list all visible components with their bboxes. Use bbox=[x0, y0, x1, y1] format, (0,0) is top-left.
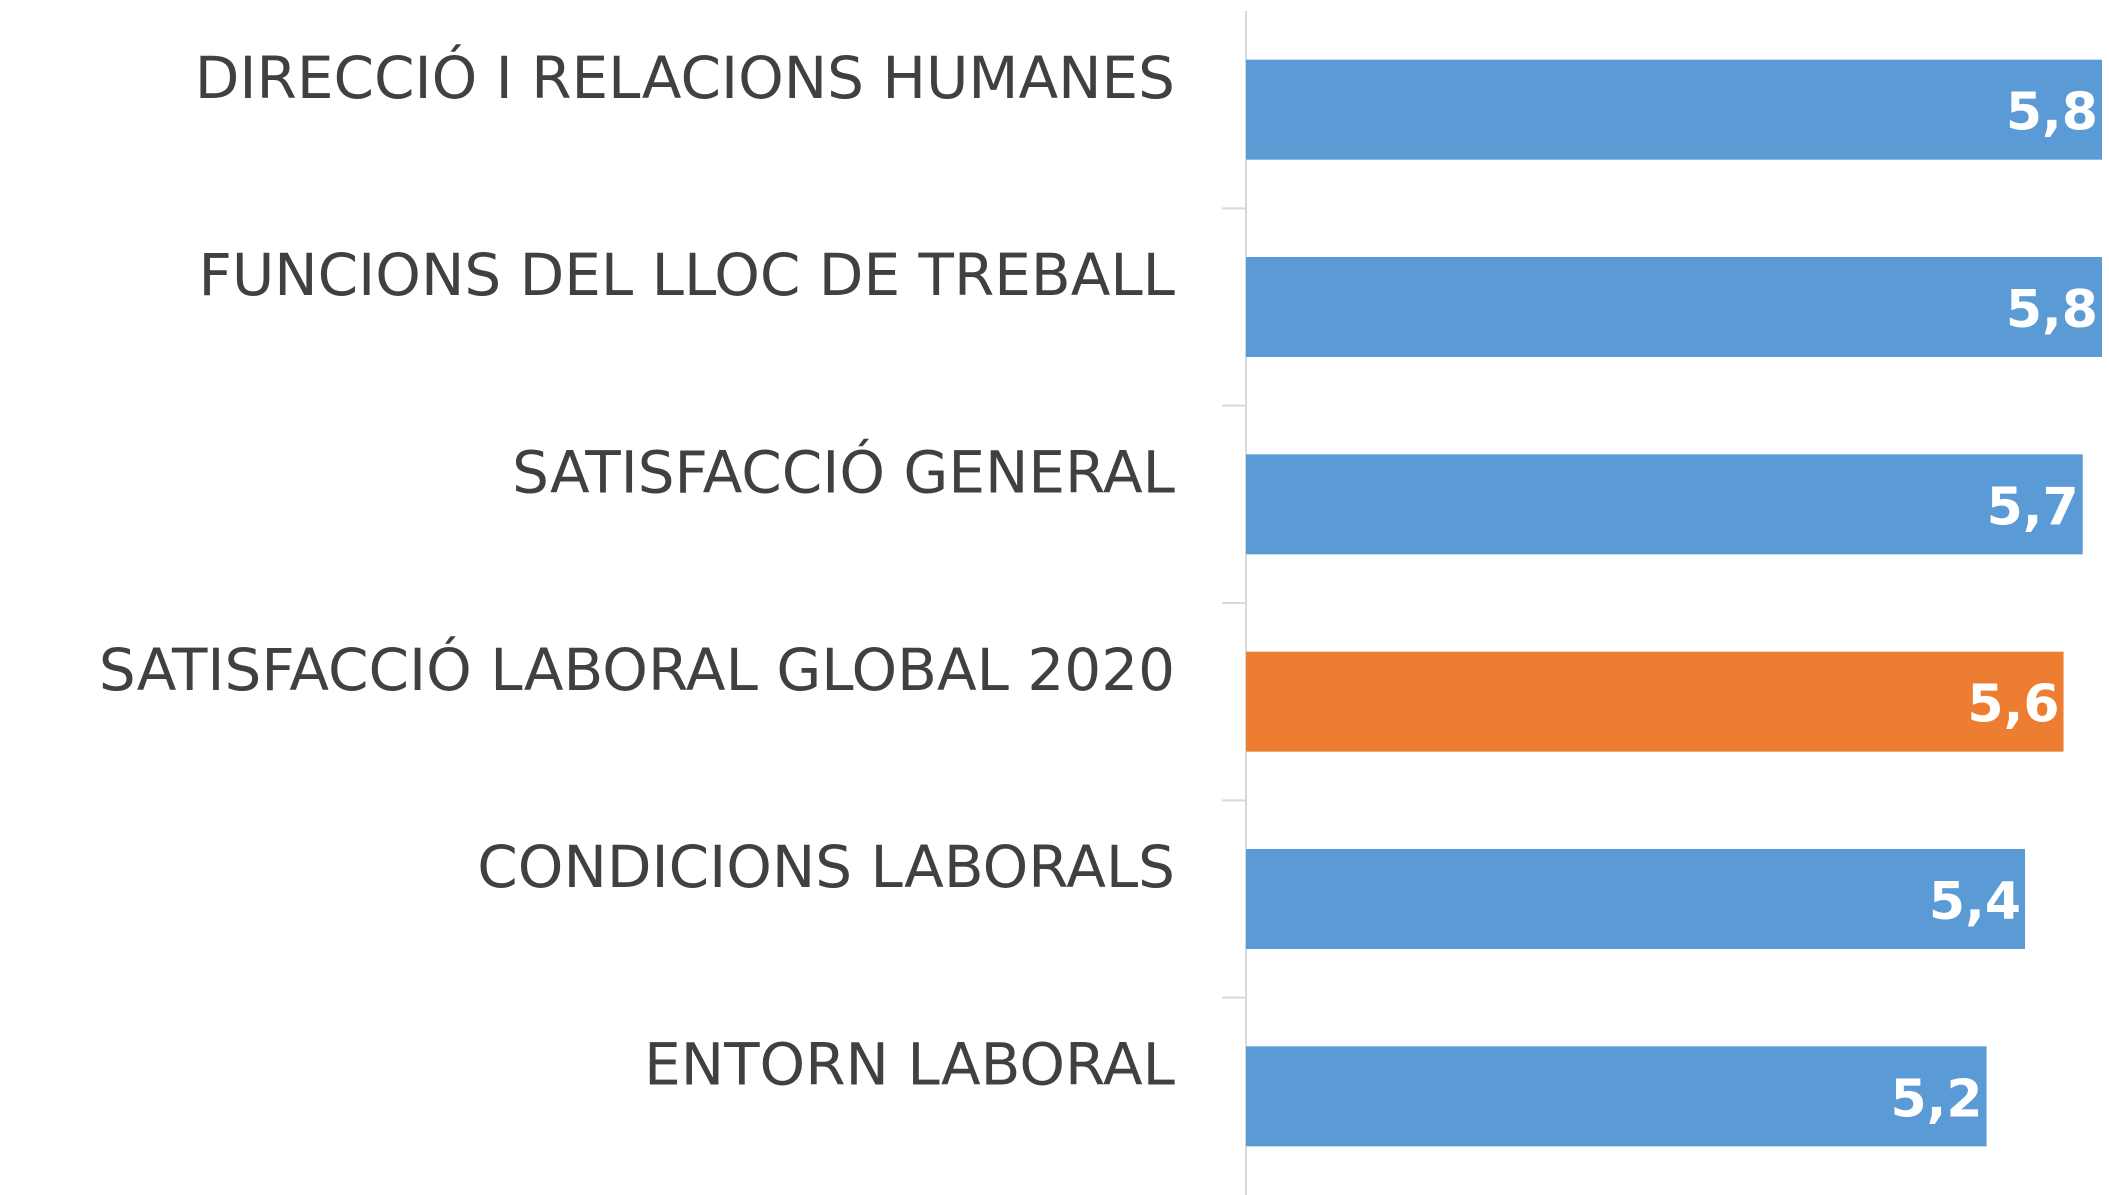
bar bbox=[1246, 651, 2064, 752]
bar bbox=[1246, 59, 2102, 160]
category-label: DIRECCIÓ I RELACIONS HUMANES bbox=[195, 43, 1175, 112]
bar bbox=[1246, 1046, 1987, 1147]
bar bbox=[1246, 454, 2083, 555]
category-label: FUNCIONS DEL LLOC DE TREBALL bbox=[198, 241, 1175, 309]
value-label: 5,8 bbox=[2006, 83, 2098, 143]
category-label: SATISFACCIÓ LABORAL GLOBAL 2020 bbox=[99, 635, 1175, 704]
category-label: CONDICIONS LABORALS bbox=[477, 833, 1175, 901]
value-label: 5,4 bbox=[1929, 872, 2021, 932]
bar bbox=[1246, 257, 2102, 357]
value-label: 5,6 bbox=[1967, 675, 2059, 735]
category-label: SATISFACCIÓ GENERAL bbox=[512, 437, 1175, 506]
category-label: ENTORN LABORAL bbox=[644, 1030, 1175, 1098]
value-label: 5,2 bbox=[1890, 1069, 1982, 1129]
value-label: 5,7 bbox=[1987, 477, 2079, 537]
bar bbox=[1246, 849, 2026, 949]
value-label: 5,8 bbox=[2006, 280, 2098, 340]
